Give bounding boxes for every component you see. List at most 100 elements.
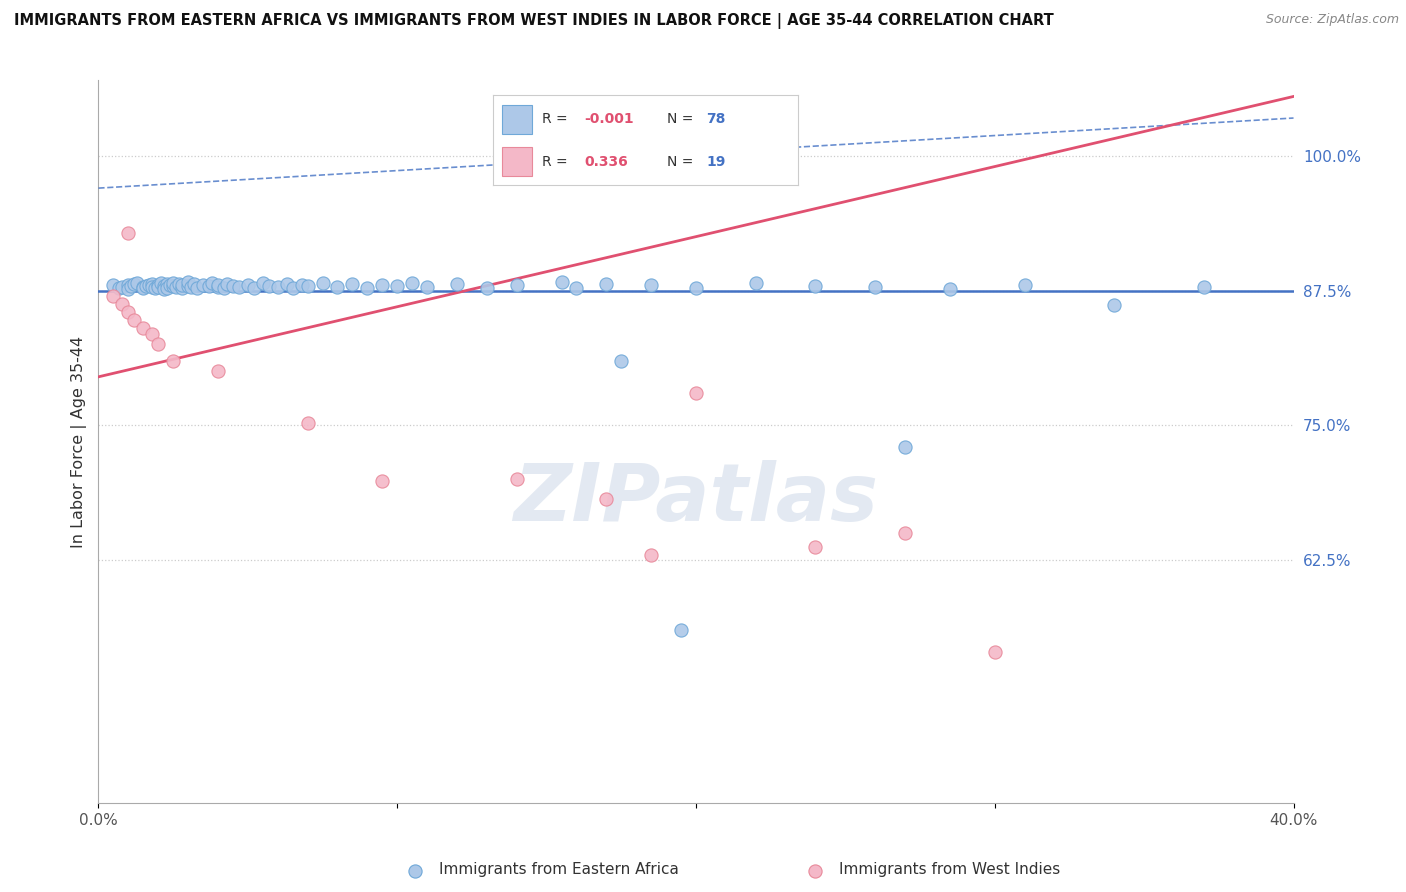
Point — [148, 278, 170, 293]
Point — [207, 364, 229, 378]
Point — [401, 276, 423, 290]
Text: Immigrants from Eastern Africa: Immigrants from Eastern Africa — [439, 862, 679, 877]
Point — [177, 279, 200, 293]
Point — [132, 280, 155, 294]
Point — [371, 278, 394, 293]
Point — [281, 281, 304, 295]
Point — [311, 276, 333, 290]
Point — [506, 278, 529, 293]
Point — [103, 278, 125, 293]
Point — [150, 276, 173, 290]
Point — [117, 283, 139, 297]
Point — [103, 289, 125, 303]
Point — [153, 279, 176, 293]
Point — [153, 283, 176, 297]
Point — [124, 277, 146, 291]
Point — [416, 280, 439, 294]
Point — [326, 280, 349, 294]
Point — [865, 280, 887, 294]
Point — [804, 279, 827, 293]
Point — [565, 281, 588, 295]
Point — [984, 645, 1007, 659]
Text: IMMIGRANTS FROM EASTERN AFRICA VS IMMIGRANTS FROM WEST INDIES IN LABOR FORCE | A: IMMIGRANTS FROM EASTERN AFRICA VS IMMIGR… — [14, 13, 1054, 29]
Point — [297, 416, 319, 430]
Point — [669, 624, 692, 638]
Point — [804, 540, 827, 554]
Point — [356, 281, 378, 295]
Point — [148, 337, 170, 351]
Point — [127, 276, 149, 290]
Point — [159, 278, 181, 293]
Point — [167, 277, 190, 291]
Point — [180, 280, 202, 294]
Point — [506, 472, 529, 486]
Point — [165, 280, 187, 294]
Point — [212, 281, 235, 295]
Point — [228, 280, 250, 294]
Point — [108, 281, 131, 295]
Point — [640, 278, 662, 293]
Point — [685, 386, 707, 401]
Point — [252, 276, 274, 290]
Point — [222, 279, 245, 293]
Text: ZIPatlas: ZIPatlas — [513, 460, 879, 539]
Point — [475, 281, 498, 295]
Point — [141, 277, 163, 291]
Point — [297, 279, 319, 293]
Point — [939, 283, 962, 297]
Point — [177, 275, 200, 289]
Point — [141, 326, 163, 341]
Point — [550, 275, 572, 289]
Point — [207, 280, 229, 294]
Point — [236, 278, 259, 293]
Text: Immigrants from West Indies: Immigrants from West Indies — [839, 862, 1060, 877]
Point — [124, 312, 146, 326]
Point — [132, 281, 155, 295]
Point — [172, 281, 194, 295]
Point — [243, 281, 266, 295]
Point — [138, 278, 160, 293]
Point — [191, 278, 214, 293]
Point — [120, 279, 142, 293]
Point — [595, 491, 617, 506]
Point — [117, 305, 139, 319]
Text: Source: ZipAtlas.com: Source: ZipAtlas.com — [1265, 13, 1399, 27]
Point — [183, 277, 205, 291]
Point — [111, 280, 134, 294]
Point — [156, 277, 179, 291]
Point — [172, 278, 194, 293]
Point — [685, 281, 707, 295]
Point — [894, 526, 917, 541]
Point — [446, 277, 468, 291]
Point — [1014, 278, 1036, 293]
Point — [1104, 297, 1126, 311]
Point — [342, 277, 364, 291]
Point — [1192, 280, 1215, 294]
Point — [162, 276, 184, 290]
Point — [207, 278, 229, 293]
Point — [141, 280, 163, 294]
Point — [198, 279, 221, 293]
Point — [135, 279, 157, 293]
Point — [610, 353, 633, 368]
Point — [371, 475, 394, 489]
Point — [111, 296, 134, 310]
Point — [117, 227, 139, 241]
Point — [215, 277, 238, 291]
Point — [148, 280, 170, 294]
Point — [117, 278, 139, 293]
Y-axis label: In Labor Force | Age 35-44: In Labor Force | Age 35-44 — [72, 335, 87, 548]
Point — [162, 279, 184, 293]
Point — [745, 276, 768, 290]
Point — [267, 280, 290, 294]
Point — [276, 277, 298, 291]
Point — [385, 279, 409, 293]
Point — [257, 279, 280, 293]
Point — [640, 548, 662, 562]
Point — [156, 281, 179, 295]
Point — [186, 281, 208, 295]
Point — [162, 353, 184, 368]
Point — [132, 321, 155, 335]
Point — [291, 278, 314, 293]
Point — [201, 276, 224, 290]
